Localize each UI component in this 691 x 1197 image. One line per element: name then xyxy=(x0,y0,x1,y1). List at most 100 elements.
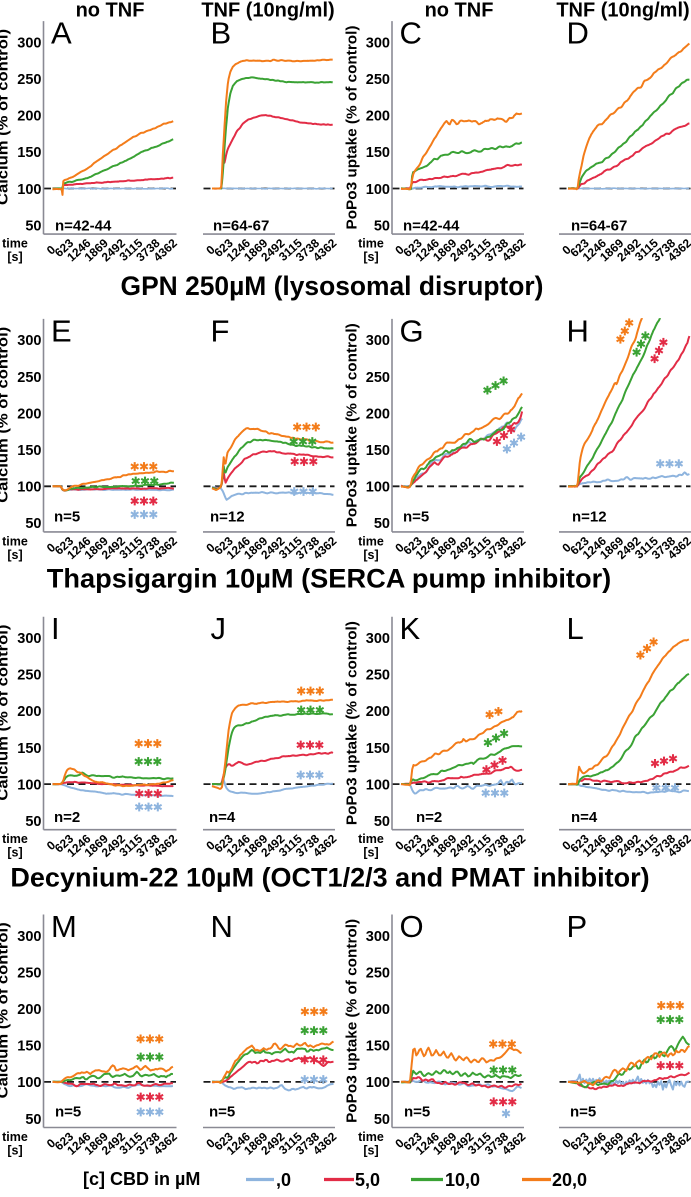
svg-text:N: N xyxy=(211,909,233,944)
svg-text:Thapsigargin 10µM (SERCA pump: Thapsigargin 10µM (SERCA pump inhibitor) xyxy=(47,563,611,594)
svg-text:50: 50 xyxy=(25,218,41,234)
svg-text:Calcium (% of control): Calcium (% of control) xyxy=(0,327,12,503)
svg-text:200: 200 xyxy=(366,1002,390,1018)
svg-text:10,0: 10,0 xyxy=(445,1170,480,1190)
svg-text:50: 50 xyxy=(25,516,41,532)
svg-text:300: 300 xyxy=(17,631,41,647)
svg-text:time: time xyxy=(358,534,384,548)
svg-text:250: 250 xyxy=(366,965,390,981)
svg-text:[s]: [s] xyxy=(363,548,378,562)
svg-text:150: 150 xyxy=(17,1039,41,1055)
svg-text:PoPo3 uptake (% of control): PoPo3 uptake (% of control) xyxy=(344,323,361,527)
svg-text:300: 300 xyxy=(366,929,390,945)
svg-text:n=5: n=5 xyxy=(570,1104,596,1121)
svg-text:L: L xyxy=(567,611,584,646)
svg-text:Calcium (% of control): Calcium (% of control) xyxy=(0,29,12,205)
svg-text:I: I xyxy=(51,611,60,646)
svg-text:150: 150 xyxy=(366,741,390,757)
svg-text:B: B xyxy=(211,16,232,51)
svg-text:100: 100 xyxy=(17,182,41,198)
svg-text:[s]: [s] xyxy=(7,1144,22,1158)
svg-text:200: 200 xyxy=(17,109,41,125)
svg-text:n=64-67: n=64-67 xyxy=(213,218,269,235)
svg-text:200: 200 xyxy=(366,704,390,720)
svg-text:100: 100 xyxy=(366,1075,390,1091)
svg-text:[s]: [s] xyxy=(363,1144,378,1158)
svg-text:Calcium (% of control): Calcium (% of control) xyxy=(0,625,12,801)
svg-text:200: 200 xyxy=(17,406,41,422)
svg-text:n=4: n=4 xyxy=(209,809,236,826)
svg-text:n=2: n=2 xyxy=(54,809,80,826)
svg-text:n=42-44: n=42-44 xyxy=(403,218,460,235)
svg-text:time: time xyxy=(358,832,384,846)
svg-text:n=5: n=5 xyxy=(55,1104,81,1121)
svg-text:n=2: n=2 xyxy=(416,809,442,826)
svg-text:n=12: n=12 xyxy=(210,509,245,526)
svg-text:50: 50 xyxy=(25,1112,41,1128)
svg-text:time: time xyxy=(2,534,28,548)
svg-text:n=5: n=5 xyxy=(54,509,80,526)
svg-text:TNF (10ng/ml): TNF (10ng/ml) xyxy=(556,0,689,22)
svg-text:n=5: n=5 xyxy=(404,1104,430,1121)
svg-text:TNF (10ng/ml): TNF (10ng/ml) xyxy=(201,0,334,22)
svg-text:D: D xyxy=(567,16,589,51)
svg-text:300: 300 xyxy=(366,631,390,647)
svg-text:50: 50 xyxy=(374,218,390,234)
svg-text:Calcium (% of control): Calcium (% of control) xyxy=(0,922,12,1098)
svg-text:150: 150 xyxy=(366,443,390,459)
svg-text:n=5: n=5 xyxy=(209,1104,235,1121)
svg-text:300: 300 xyxy=(17,35,41,51)
svg-text:300: 300 xyxy=(17,929,41,945)
svg-text:150: 150 xyxy=(17,443,41,459)
svg-text:100: 100 xyxy=(17,1075,41,1091)
svg-text:no TNF: no TNF xyxy=(76,0,145,22)
svg-text:100: 100 xyxy=(366,480,390,496)
svg-text:100: 100 xyxy=(366,777,390,793)
svg-text:50: 50 xyxy=(374,814,390,830)
svg-text:n=64-67: n=64-67 xyxy=(571,218,627,235)
svg-text:E: E xyxy=(51,313,72,348)
svg-text:150: 150 xyxy=(366,1039,390,1055)
svg-text:300: 300 xyxy=(366,333,390,349)
svg-text:time: time xyxy=(2,237,28,251)
svg-text:PoPo3 uptake (% of control): PoPo3 uptake (% of control) xyxy=(344,621,361,825)
svg-text:PoPo3 uptake (% of control): PoPo3 uptake (% of control) xyxy=(344,26,361,230)
svg-text:[s]: [s] xyxy=(7,548,22,562)
svg-text:250: 250 xyxy=(17,72,41,88)
svg-text:K: K xyxy=(400,611,421,646)
svg-text:F: F xyxy=(211,313,230,348)
svg-text:n=5: n=5 xyxy=(403,509,429,526)
svg-text:250: 250 xyxy=(17,370,41,386)
svg-text:J: J xyxy=(211,611,227,646)
svg-text:100: 100 xyxy=(17,480,41,496)
svg-text:n=42-44: n=42-44 xyxy=(55,218,112,235)
svg-text:[s]: [s] xyxy=(363,250,378,264)
svg-text:250: 250 xyxy=(17,668,41,684)
svg-text:n=4: n=4 xyxy=(571,809,598,826)
svg-text:200: 200 xyxy=(366,406,390,422)
svg-text:Decynium-22 10µM (OCT1/2/3 and: Decynium-22 10µM (OCT1/2/3 and PMAT inhi… xyxy=(10,863,649,893)
svg-text:20,0: 20,0 xyxy=(552,1170,587,1190)
svg-text:no TNF: no TNF xyxy=(425,0,494,22)
svg-text:[c] CBD in µM: [c] CBD in µM xyxy=(83,1169,200,1189)
svg-text:200: 200 xyxy=(17,1002,41,1018)
svg-text:150: 150 xyxy=(17,741,41,757)
svg-text:O: O xyxy=(400,909,424,944)
svg-text:A: A xyxy=(51,16,72,51)
svg-text:n=12: n=12 xyxy=(572,509,607,526)
svg-text:[s]: [s] xyxy=(7,846,22,860)
svg-text:100: 100 xyxy=(17,777,41,793)
svg-text:G: G xyxy=(400,313,424,348)
svg-text:250: 250 xyxy=(366,370,390,386)
svg-text:200: 200 xyxy=(366,109,390,125)
svg-text:200: 200 xyxy=(17,704,41,720)
svg-text:250: 250 xyxy=(17,965,41,981)
svg-text:300: 300 xyxy=(17,333,41,349)
svg-text:,0: ,0 xyxy=(276,1170,291,1190)
svg-text:50: 50 xyxy=(374,516,390,532)
svg-text:P: P xyxy=(567,909,588,944)
svg-text:GPN 250µM (lysosomal disruptor: GPN 250µM (lysosomal disruptor) xyxy=(121,271,544,301)
svg-text:time: time xyxy=(358,1130,384,1144)
svg-text:M: M xyxy=(51,909,77,944)
svg-text:time: time xyxy=(2,832,28,846)
